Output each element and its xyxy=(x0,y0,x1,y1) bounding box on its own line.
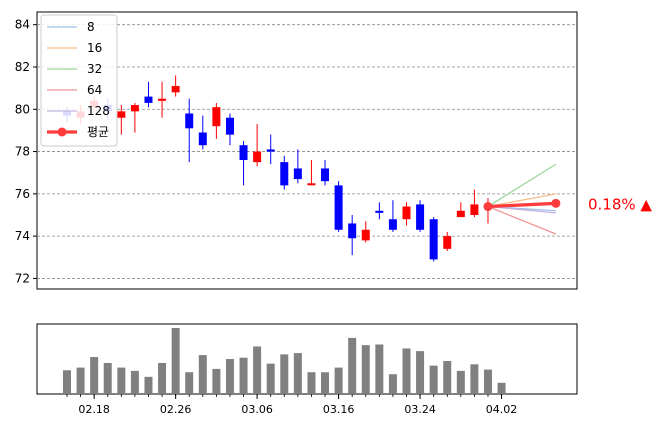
y-tick-label: 74 xyxy=(15,229,30,243)
volume-bar xyxy=(185,372,194,394)
y-tick-label: 80 xyxy=(15,102,30,116)
legend-label: 32 xyxy=(87,62,102,76)
volume-bar xyxy=(280,354,289,394)
legend-label: 8 xyxy=(87,20,95,34)
volume-bar xyxy=(443,361,452,394)
volume-bar xyxy=(361,345,370,394)
volume-bar xyxy=(348,337,357,394)
candle-body xyxy=(158,98,167,101)
y-tick-label: 82 xyxy=(15,60,30,74)
volume-bar xyxy=(225,359,234,394)
volume-bar xyxy=(429,365,438,394)
volume-bar xyxy=(456,370,465,394)
volume-bar xyxy=(239,357,248,394)
volume-bar xyxy=(198,355,207,394)
volume-bar xyxy=(63,370,71,394)
volume-bar xyxy=(171,328,180,394)
candle-body xyxy=(144,96,153,103)
forecast-start-marker xyxy=(483,202,493,212)
candle-body xyxy=(171,86,180,93)
legend: 8 16 32 64 128 평균 xyxy=(40,14,118,147)
x-tick-label: 04.02 xyxy=(486,403,518,416)
candle-body xyxy=(293,168,302,180)
volume-bar xyxy=(470,364,479,394)
legend-label: 64 xyxy=(87,83,102,97)
price-panel: 72 74 76 78 80 82 84 xyxy=(15,11,578,290)
candle-body xyxy=(321,168,330,182)
volume-bar xyxy=(388,374,397,394)
volume-bar xyxy=(416,351,425,394)
volume-bar xyxy=(334,367,343,394)
y-tick-label: 84 xyxy=(15,18,30,32)
y-tick-label: 72 xyxy=(15,271,30,285)
x-tick-label: 03.06 xyxy=(241,403,273,416)
candle-body xyxy=(280,162,289,186)
price-plot-area xyxy=(36,11,578,290)
x-tick-label: 02.26 xyxy=(160,403,192,416)
candle-body xyxy=(402,206,411,220)
candle-body xyxy=(239,145,248,161)
legend-label: 16 xyxy=(87,41,102,55)
legend-marker xyxy=(57,127,67,137)
candle-body xyxy=(266,149,275,152)
volume-bar xyxy=(497,382,506,394)
volume-bar xyxy=(266,363,275,394)
volume-bar xyxy=(103,362,112,394)
y-tick-label: 78 xyxy=(15,145,30,159)
candle-body xyxy=(361,229,370,241)
y-tick-label: 76 xyxy=(15,187,30,201)
candle-body xyxy=(348,223,357,239)
volume-bar xyxy=(307,372,316,394)
x-tick-label: 02.18 xyxy=(78,403,110,416)
volume-bar xyxy=(144,376,153,394)
volume-bar xyxy=(117,367,126,394)
candle-body xyxy=(185,113,194,129)
candle-body xyxy=(198,132,207,146)
volume-bar xyxy=(130,370,139,394)
legend-label: 128 xyxy=(87,104,110,118)
volume-bar xyxy=(253,346,262,394)
x-tick-label: 03.24 xyxy=(404,403,436,416)
volume-bar xyxy=(483,369,492,394)
volume-bar xyxy=(90,357,99,394)
candle-body xyxy=(416,204,425,230)
candle-body xyxy=(212,107,221,127)
candle-body xyxy=(225,117,234,135)
candle-body xyxy=(388,219,397,230)
volume-bar xyxy=(158,362,167,394)
change-annotation: 0.18% ▲ xyxy=(588,195,652,213)
forecast-average-line xyxy=(487,201,556,209)
candle-body xyxy=(429,219,438,260)
candle-body xyxy=(253,151,262,163)
candle-body xyxy=(307,183,316,186)
volume-bar xyxy=(293,353,302,394)
candle-body xyxy=(470,204,479,215)
forecast-line-64 xyxy=(487,205,557,235)
volume-panel: 02.18 02.26 03.06 03.16 03.24 04.02 xyxy=(36,323,578,416)
forecast-end-marker xyxy=(551,198,561,208)
volume-bar xyxy=(402,348,411,394)
volume-bar xyxy=(212,368,221,394)
candle-body xyxy=(117,111,126,118)
legend-label: 평균 xyxy=(87,125,109,139)
volume-bar xyxy=(321,372,330,394)
volume-bar xyxy=(76,367,85,394)
x-tick-label: 03.16 xyxy=(323,403,355,416)
candle-body xyxy=(456,210,465,218)
forecast-line-32 xyxy=(487,163,557,208)
volume-bar xyxy=(375,344,384,394)
candle-body xyxy=(375,210,384,213)
candle-body xyxy=(443,236,452,249)
candle-body xyxy=(334,185,343,230)
candle-body xyxy=(130,105,139,112)
